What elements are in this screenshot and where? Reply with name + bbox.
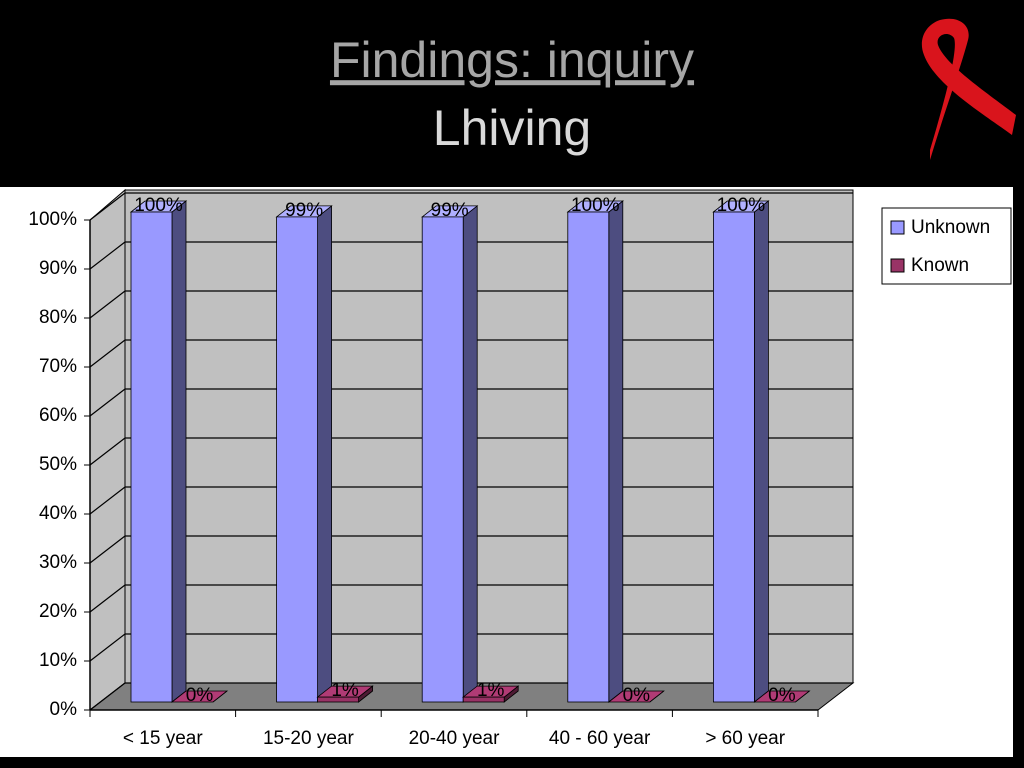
data-label: 0% (186, 685, 214, 706)
bar (566, 200, 624, 703)
bar-side (608, 200, 624, 703)
legend-label: Known (911, 255, 969, 276)
bar-top (170, 690, 229, 703)
ribbon-icon (921, 18, 1016, 160)
x-tick-label: 20-40 year (409, 728, 501, 749)
x-tick-label: < 15 year (123, 728, 203, 749)
y-tick-label: 70% (39, 356, 77, 377)
y-tick-label: 90% (39, 258, 77, 279)
data-label: 0% (768, 685, 796, 706)
legend-label: Unknown (911, 217, 990, 238)
data-label: 1% (477, 680, 505, 701)
bar-top (753, 690, 811, 703)
bar-front (421, 216, 464, 703)
bar-front (713, 211, 755, 703)
y-tick-label: 0% (50, 699, 78, 720)
grid-line-side (89, 388, 126, 417)
bar (607, 690, 665, 703)
data-label: 0% (623, 685, 651, 706)
bar (275, 205, 333, 703)
y-tick-label: 10% (39, 650, 77, 671)
grid-line-side (89, 241, 126, 270)
bar-front (317, 696, 360, 703)
data-label: 100% (134, 195, 183, 216)
y-tick-label: 30% (39, 552, 77, 573)
data-label: 99% (285, 200, 323, 221)
bar-side (171, 200, 187, 703)
grid-line-side (89, 633, 126, 662)
bar (129, 200, 188, 703)
grid-line-side (89, 437, 126, 466)
x-tick-label: > 60 year (705, 728, 785, 749)
bar-side (317, 205, 333, 703)
x-tick-label: 15-20 year (263, 728, 355, 749)
bar-side (754, 200, 769, 703)
bar-front (130, 211, 173, 703)
legend-swatch (890, 258, 905, 273)
y-tick-label: 60% (39, 405, 77, 426)
grid-line-side (89, 682, 126, 711)
bar (462, 685, 520, 703)
y-tick-label: 50% (39, 454, 77, 475)
data-label: 1% (331, 680, 359, 701)
data-label: 99% (431, 200, 469, 221)
slide-title: Findings: inquiry (330, 32, 694, 88)
data-label: 100% (717, 195, 766, 216)
grid-line-side (89, 486, 126, 515)
bar (170, 690, 229, 703)
x-tick-label: 40 - 60 year (549, 728, 651, 749)
y-tick-label: 80% (39, 307, 77, 328)
bar-top (607, 690, 665, 703)
slide-subtitle: Lhiving (433, 100, 591, 156)
grid-line-side (89, 584, 126, 613)
bar (316, 685, 374, 703)
bar-front (462, 696, 505, 703)
grid-line-side (89, 192, 126, 221)
y-tick-label: 40% (39, 503, 77, 524)
y-tick-label: 100% (28, 209, 77, 230)
grid-line-side (89, 290, 126, 319)
bar (712, 200, 770, 703)
legend-swatch (890, 220, 905, 235)
grid-line-side (89, 339, 126, 368)
ribbon (921, 18, 1016, 160)
data-label: 100% (571, 195, 620, 216)
grid-line-side (89, 535, 126, 564)
bar-front (276, 216, 319, 703)
bar (753, 690, 811, 703)
bar-front (567, 211, 610, 703)
side-wall (89, 188, 126, 712)
y-tick-label: 20% (39, 601, 77, 622)
bar-side (462, 205, 478, 703)
bar (421, 205, 479, 703)
